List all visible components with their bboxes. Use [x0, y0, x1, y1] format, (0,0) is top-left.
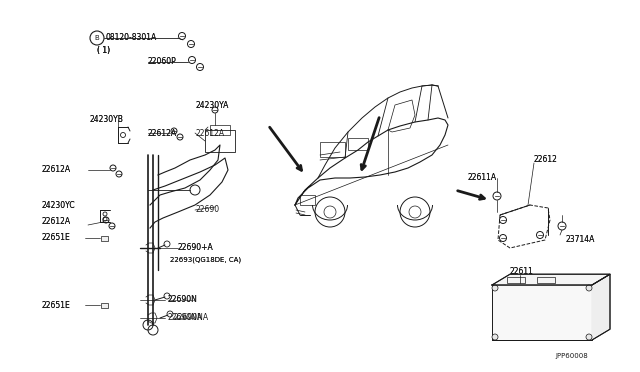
Polygon shape [492, 274, 610, 285]
Text: 22611: 22611 [510, 267, 534, 276]
Bar [100, 235, 108, 241]
Circle shape [492, 334, 498, 340]
Text: 22690: 22690 [195, 205, 219, 215]
Text: 22060P: 22060P [148, 58, 177, 67]
Text: 23714A: 23714A [566, 235, 595, 244]
Text: 22690NA: 22690NA [173, 314, 208, 323]
Text: 22612: 22612 [534, 155, 558, 164]
Text: 24230YA: 24230YA [195, 100, 228, 109]
Text: 22693(QG18DE, CA): 22693(QG18DE, CA) [170, 257, 241, 263]
Text: 22690+A: 22690+A [178, 244, 214, 253]
Text: 22651E: 22651E [42, 301, 71, 310]
Bar [537, 277, 555, 283]
Text: B: B [95, 35, 99, 41]
Text: 22651E: 22651E [42, 234, 71, 243]
Text: 22612: 22612 [534, 155, 558, 164]
Text: 22060P: 22060P [148, 58, 177, 67]
Bar [492, 285, 592, 340]
Text: 08120-8301A: 08120-8301A [106, 32, 157, 42]
Text: 22611A: 22611A [468, 173, 497, 183]
Text: 22612A: 22612A [148, 128, 177, 138]
Text: 22690+A: 22690+A [178, 244, 214, 253]
Text: 22690N: 22690N [168, 295, 198, 305]
Bar [100, 302, 108, 308]
Text: 22612A: 22612A [42, 166, 71, 174]
Text: 24230YC: 24230YC [42, 201, 76, 209]
Bar [348, 138, 368, 150]
Bar [205, 130, 235, 152]
Text: 22612A: 22612A [42, 218, 71, 227]
Circle shape [586, 285, 592, 291]
Text: 22690N: 22690N [168, 295, 198, 305]
Circle shape [586, 334, 592, 340]
Text: ( 1): ( 1) [97, 46, 110, 55]
Text: JPP60008: JPP60008 [555, 353, 588, 359]
Text: 24230YB: 24230YB [90, 115, 124, 125]
Text: 22611A: 22611A [468, 173, 497, 183]
Bar [210, 125, 230, 135]
Text: ( 1): ( 1) [97, 46, 110, 55]
Bar [320, 142, 345, 157]
Text: 24230YB: 24230YB [90, 115, 124, 125]
Text: 22690NA: 22690NA [168, 314, 203, 323]
Text: 22651E: 22651E [42, 301, 71, 310]
Text: 22612A: 22612A [42, 218, 71, 227]
Circle shape [492, 285, 498, 291]
Text: 24230YC: 24230YC [42, 201, 76, 209]
Text: 22612A: 22612A [42, 166, 71, 174]
Text: 22693(QG18DE, CA): 22693(QG18DE, CA) [170, 257, 241, 263]
Text: 22612A: 22612A [148, 128, 177, 138]
Bar [300, 195, 315, 205]
Polygon shape [592, 274, 610, 340]
Text: 22651E: 22651E [42, 234, 71, 243]
Text: 22612A: 22612A [195, 128, 224, 138]
Text: 08120-8301A: 08120-8301A [106, 32, 157, 42]
Text: ( 1): ( 1) [97, 46, 110, 55]
Text: 23714A: 23714A [566, 235, 595, 244]
Text: 22611: 22611 [510, 267, 534, 276]
Bar [507, 277, 525, 283]
Text: 24230YA: 24230YA [195, 100, 228, 109]
